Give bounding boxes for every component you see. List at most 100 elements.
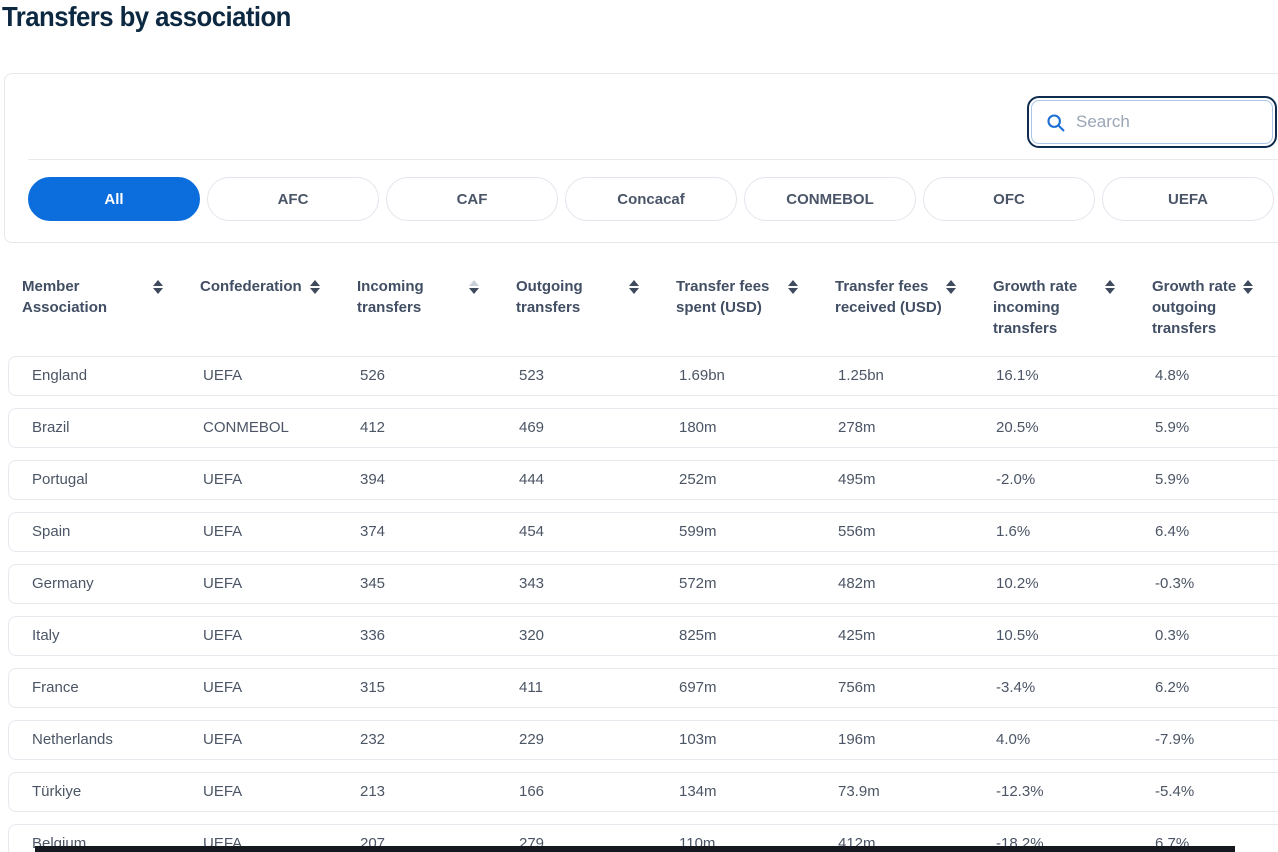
tab-caf[interactable]: CAF [386, 177, 558, 221]
search-icon [1047, 113, 1065, 131]
cell-fees-spent: 572m [679, 575, 717, 592]
table-header: Member Association Confederation Incomin… [22, 276, 1278, 339]
sort-icon [946, 280, 956, 294]
cell-confederation: UEFA [203, 783, 243, 800]
table-row-turkiye: Türkiye UEFA 213 166 134m 73.9m -12.3% -… [8, 772, 1278, 812]
sort-icon [310, 280, 320, 294]
column-header-transfer-fees-received[interactable]: Transfer fees received (USD) [835, 276, 993, 339]
page-title: Transfers by association [2, 1, 291, 32]
cell-incoming-transfers: 526 [360, 367, 386, 384]
cell-fees-received: 556m [838, 523, 876, 540]
cell-growth-incoming: -12.3% [996, 783, 1044, 800]
bottom-dark-bar [35, 846, 1235, 852]
cell-confederation: UEFA [203, 575, 243, 592]
cell-growth-incoming: 10.2% [996, 575, 1039, 592]
cell-growth-incoming: 1.6% [996, 523, 1031, 540]
tab-afc[interactable]: AFC [207, 177, 379, 221]
cell-incoming-transfers: 232 [360, 731, 386, 748]
cell-member-association: Germany [32, 575, 94, 592]
cell-fees-received: 196m [838, 731, 876, 748]
cell-growth-outgoing: 5.9% [1155, 419, 1190, 436]
cell-incoming-transfers: 345 [360, 575, 386, 592]
cell-fees-received: 482m [838, 575, 876, 592]
cell-growth-incoming: 20.5% [996, 419, 1039, 436]
table-row-france: France UEFA 315 411 697m 756m -3.4% 6.2% [8, 668, 1278, 708]
search-input[interactable] [1076, 112, 1272, 132]
column-header-incoming-transfers[interactable]: Incoming transfers [357, 276, 516, 339]
column-header-confederation[interactable]: Confederation [200, 276, 357, 339]
table-row-england: England UEFA 526 523 1.69bn 1.25bn 16.1%… [8, 356, 1278, 396]
cell-incoming-transfers: 315 [360, 679, 386, 696]
table-row-brazil: Brazil CONMEBOL 412 469 180m 278m 20.5% … [8, 408, 1278, 448]
table-row-spain: Spain UEFA 374 454 599m 556m 1.6% 6.4% [8, 512, 1278, 552]
cell-member-association: Spain [32, 523, 71, 540]
cell-fees-spent: 103m [679, 731, 717, 748]
tab-ofc[interactable]: OFC [923, 177, 1095, 221]
cell-incoming-transfers: 213 [360, 783, 386, 800]
sort-icon [1105, 280, 1115, 294]
table-row-netherlands: Netherlands UEFA 232 229 103m 196m 4.0% … [8, 720, 1278, 760]
cell-member-association: Italy [32, 627, 60, 644]
cell-confederation: UEFA [203, 471, 243, 488]
cell-fees-spent: 599m [679, 523, 717, 540]
cell-growth-incoming: -3.4% [996, 679, 1036, 696]
cell-outgoing-transfers: 444 [519, 471, 545, 488]
table-row-germany: Germany UEFA 345 343 572m 482m 10.2% -0.… [8, 564, 1278, 604]
cell-growth-outgoing: -7.9% [1155, 731, 1195, 748]
column-header-transfer-fees-spent[interactable]: Transfer fees spent (USD) [676, 276, 835, 339]
panel-divider [28, 159, 1278, 160]
confederation-tabs: All AFC CAF Concacaf CONMEBOL OFC UEFA [28, 177, 1274, 221]
cell-growth-outgoing: -5.4% [1155, 783, 1195, 800]
cell-growth-outgoing: 6.4% [1155, 523, 1190, 540]
cell-member-association: England [32, 367, 88, 384]
tab-conmebol[interactable]: CONMEBOL [744, 177, 916, 221]
cell-member-association: Netherlands [32, 731, 113, 748]
tab-concacaf[interactable]: Concacaf [565, 177, 737, 221]
cell-outgoing-transfers: 229 [519, 731, 545, 748]
cell-growth-outgoing: 4.8% [1155, 367, 1190, 384]
cell-fees-received: 495m [838, 471, 876, 488]
sort-icon [788, 280, 798, 294]
cell-fees-received: 1.25bn [838, 367, 884, 384]
cell-fees-spent: 1.69bn [679, 367, 725, 384]
cell-incoming-transfers: 374 [360, 523, 386, 540]
tab-uefa[interactable]: UEFA [1102, 177, 1274, 221]
tab-all[interactable]: All [28, 177, 200, 221]
cell-growth-outgoing: 5.9% [1155, 471, 1190, 488]
cell-outgoing-transfers: 411 [519, 679, 543, 696]
cell-growth-incoming: 10.5% [996, 627, 1039, 644]
cell-member-association: Portugal [32, 471, 88, 488]
cell-incoming-transfers: 412 [360, 419, 386, 436]
cell-confederation: UEFA [203, 523, 243, 540]
cell-outgoing-transfers: 523 [519, 367, 545, 384]
column-header-outgoing-transfers[interactable]: Outgoing transfers [516, 276, 676, 339]
cell-incoming-transfers: 336 [360, 627, 386, 644]
cell-member-association: Türkiye [32, 783, 82, 800]
cell-confederation: UEFA [203, 679, 243, 696]
cell-confederation: UEFA [203, 367, 243, 384]
sort-icon [1243, 280, 1253, 294]
cell-fees-received: 425m [838, 627, 876, 644]
cell-confederation: UEFA [203, 627, 243, 644]
column-header-growth-rate-outgoing[interactable]: Growth rate outgoing transfers [1152, 276, 1278, 339]
cell-fees-received: 756m [838, 679, 876, 696]
cell-fees-spent: 825m [679, 627, 717, 644]
cell-fees-spent: 252m [679, 471, 717, 488]
search-box[interactable] [1027, 96, 1277, 148]
cell-growth-outgoing: -0.3% [1155, 575, 1195, 592]
cell-fees-spent: 180m [679, 419, 717, 436]
cell-growth-incoming: -2.0% [996, 471, 1036, 488]
cell-outgoing-transfers: 469 [519, 419, 545, 436]
cell-member-association: Brazil [32, 419, 70, 436]
cell-outgoing-transfers: 343 [519, 575, 545, 592]
cell-confederation: UEFA [203, 731, 243, 748]
cell-fees-spent: 697m [679, 679, 717, 696]
cell-member-association: France [32, 679, 79, 696]
cell-fees-received: 73.9m [838, 783, 880, 800]
column-header-growth-rate-incoming[interactable]: Growth rate incoming transfers [993, 276, 1152, 339]
cell-outgoing-transfers: 166 [519, 783, 545, 800]
column-header-member-association[interactable]: Member Association [22, 276, 200, 339]
table-row-italy: Italy UEFA 336 320 825m 425m 10.5% 0.3% [8, 616, 1278, 656]
cell-incoming-transfers: 394 [360, 471, 386, 488]
cell-growth-outgoing: 0.3% [1155, 627, 1190, 644]
